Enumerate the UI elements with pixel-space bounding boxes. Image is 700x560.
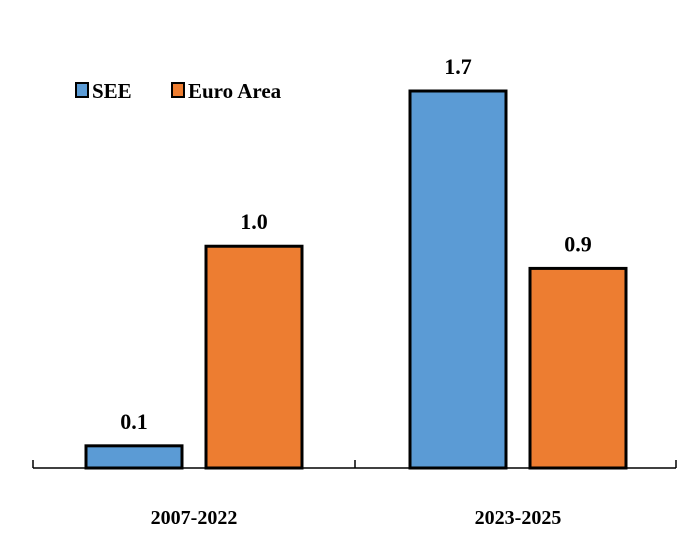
legend-label: Euro Area	[188, 79, 282, 103]
bar-euro-area-2023-2025	[528, 266, 628, 470]
x-tick-label: 2007-2022	[151, 507, 238, 529]
data-label: 0.9	[564, 231, 592, 256]
bar-see-2007-2022	[84, 444, 184, 470]
data-label: 1.0	[240, 209, 268, 234]
legend-label: SEE	[92, 79, 132, 103]
legend-swatch	[75, 82, 89, 98]
bars: 0.1 1.0 1.7 0.9	[84, 54, 628, 470]
x-tick-label: 2023-2025	[475, 507, 562, 529]
x-axis: 2007-2022 2023-2025	[32, 460, 677, 529]
legend: SEE Euro Area	[75, 79, 282, 103]
bar-euro-area-2007-2022	[204, 244, 304, 470]
data-label: 0.1	[120, 409, 148, 434]
legend-swatch	[171, 82, 185, 98]
bar-see-2023-2025	[408, 89, 508, 470]
data-label: 1.7	[444, 54, 472, 79]
